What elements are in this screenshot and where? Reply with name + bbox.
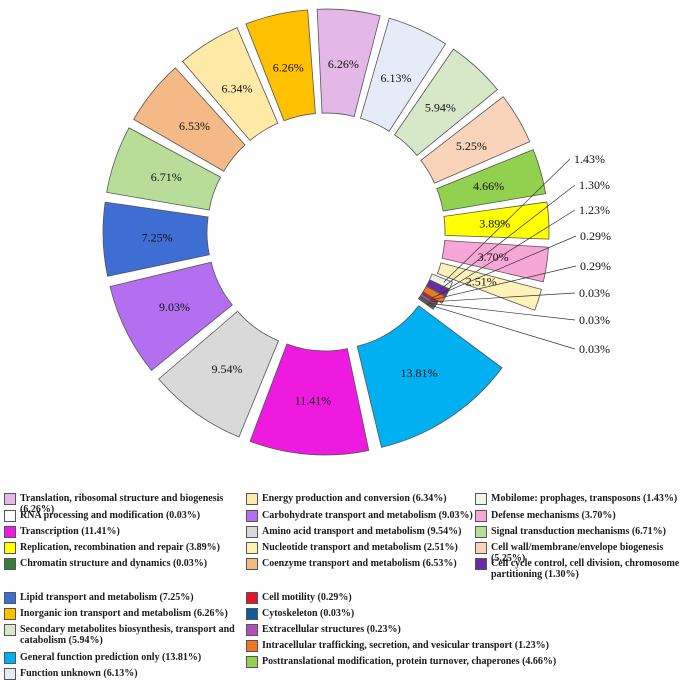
callout-line-10 (440, 184, 576, 290)
slice-7-arc (441, 240, 549, 283)
slice-1-arc (316, 8, 381, 117)
slice-23 (133, 67, 246, 172)
callout-line-16 (426, 303, 576, 350)
slice-2 (359, 17, 447, 132)
slice-24 (181, 27, 279, 142)
slice-2-arc (359, 17, 447, 132)
slice-5-arc (436, 149, 547, 212)
slice-5 (436, 149, 547, 212)
slice-22 (106, 127, 222, 211)
slice-9-arc (428, 273, 453, 290)
callout-label-14: 0.03% (579, 286, 610, 300)
slice-3-arc (394, 48, 499, 157)
slice-label-17: 13.81% (401, 366, 438, 380)
slice-label-6: 3.89% (479, 216, 510, 230)
slice-19 (158, 310, 280, 438)
slice-22-arc (106, 127, 222, 211)
slice-label-4: 5.25% (456, 139, 487, 153)
slice-label-1: 6.26% (328, 57, 359, 71)
slice-4-arc (420, 96, 531, 184)
slice-label-3: 5.94% (425, 101, 456, 115)
slice-7 (441, 240, 549, 283)
slice-17-arc (356, 305, 503, 448)
slice-20 (109, 261, 233, 371)
slice-label-20: 9.03% (159, 300, 190, 314)
slice-4 (420, 96, 531, 184)
slice-label-18: 11.41% (295, 393, 332, 407)
callout-label-13: 0.29% (580, 259, 611, 273)
slice-25 (245, 9, 316, 122)
slice-label-5: 4.66% (473, 179, 504, 193)
callout-line-9 (443, 158, 571, 283)
slice-11 (422, 285, 447, 304)
slice-18 (249, 343, 370, 456)
slice-23-arc (133, 67, 246, 172)
slice-16 (417, 297, 435, 310)
slice-11-arc (422, 285, 447, 304)
slice-1 (316, 8, 381, 117)
slice-9 (428, 273, 453, 290)
callout-label-12: 0.29% (580, 229, 611, 243)
slice-6 (443, 201, 550, 240)
slice-25-arc (245, 9, 316, 122)
slice-label-25: 6.26% (273, 60, 304, 74)
callout-label-16: 0.03% (579, 342, 610, 356)
callout-line-12 (430, 235, 577, 299)
slice-16-arc (417, 297, 435, 310)
slice-3 (394, 48, 499, 157)
callout-label-11: 1.23% (579, 203, 610, 217)
callout-label-10: 1.30% (579, 178, 610, 192)
slice-21-arc (102, 201, 210, 277)
slice-label-8: 2.51% (466, 275, 497, 289)
slice-17 (356, 305, 503, 448)
callout-label-15: 0.03% (579, 313, 610, 327)
callout-line-14 (428, 292, 576, 303)
slice-24-arc (181, 27, 279, 142)
slice-label-7: 3.70% (478, 250, 509, 264)
callout-label-9: 1.43% (574, 152, 605, 166)
slice-18-arc (249, 343, 370, 456)
callout-line-13 (429, 265, 577, 301)
callout-line-15 (427, 302, 576, 321)
slice-6-arc (443, 201, 550, 240)
slice-21 (102, 201, 210, 277)
slice-20-arc (109, 261, 233, 371)
slice-label-22: 6.71% (151, 170, 182, 184)
callout-line-11 (436, 209, 576, 297)
slice-label-2: 6.13% (381, 71, 412, 85)
slice-label-23: 6.53% (179, 119, 210, 133)
slice-label-24: 6.34% (221, 81, 252, 95)
slice-label-21: 7.25% (142, 231, 173, 245)
slice-19-arc (158, 310, 280, 438)
slice-label-19: 9.54% (212, 362, 243, 376)
